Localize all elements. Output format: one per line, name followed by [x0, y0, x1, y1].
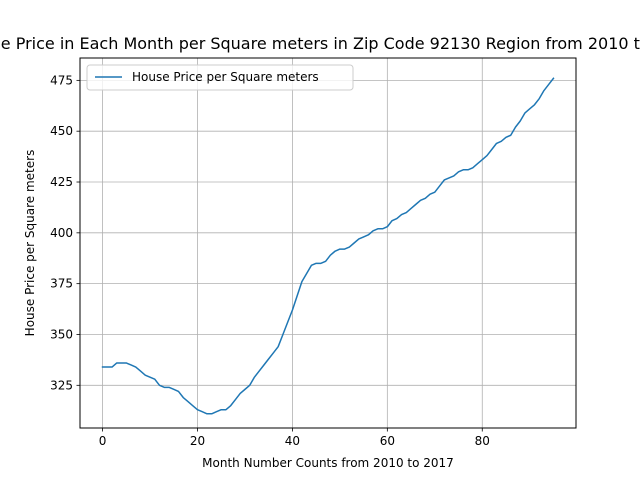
chart-title: House Price in Each Month per Square met…: [0, 34, 640, 53]
y-axis-ticks: 325 350 375 400 425 450 475: [50, 73, 80, 392]
legend-box: [86, 64, 354, 91]
y-tick-label: 375: [50, 277, 73, 291]
legend-label: House Price per Square meters: [132, 70, 319, 84]
plot-area-frame: [79, 57, 577, 429]
grid-lines: [80, 58, 576, 428]
x-axis-ticks: 0 20 40 60 80: [99, 428, 490, 448]
y-tick-label: 425: [50, 175, 73, 189]
x-tick-label: 60: [380, 434, 395, 448]
x-tick-label: 0: [99, 434, 107, 448]
x-tick-label: 20: [190, 434, 205, 448]
x-axis-label: Month Number Counts from 2010 to 2017: [202, 456, 454, 470]
series-line: [101, 77, 555, 415]
x-tick-label: 40: [285, 434, 300, 448]
series-layer: [101, 77, 555, 415]
y-tick-label: 350: [50, 327, 73, 341]
y-tick-label: 325: [50, 378, 73, 392]
y-tick-label: 400: [50, 226, 73, 240]
y-axis-label: House Price per Square meters: [23, 150, 37, 337]
y-tick-label: 475: [50, 73, 73, 87]
legend: House Price per Square meters: [86, 64, 354, 91]
y-tick-label: 450: [50, 124, 73, 138]
x-tick-label: 80: [475, 434, 490, 448]
